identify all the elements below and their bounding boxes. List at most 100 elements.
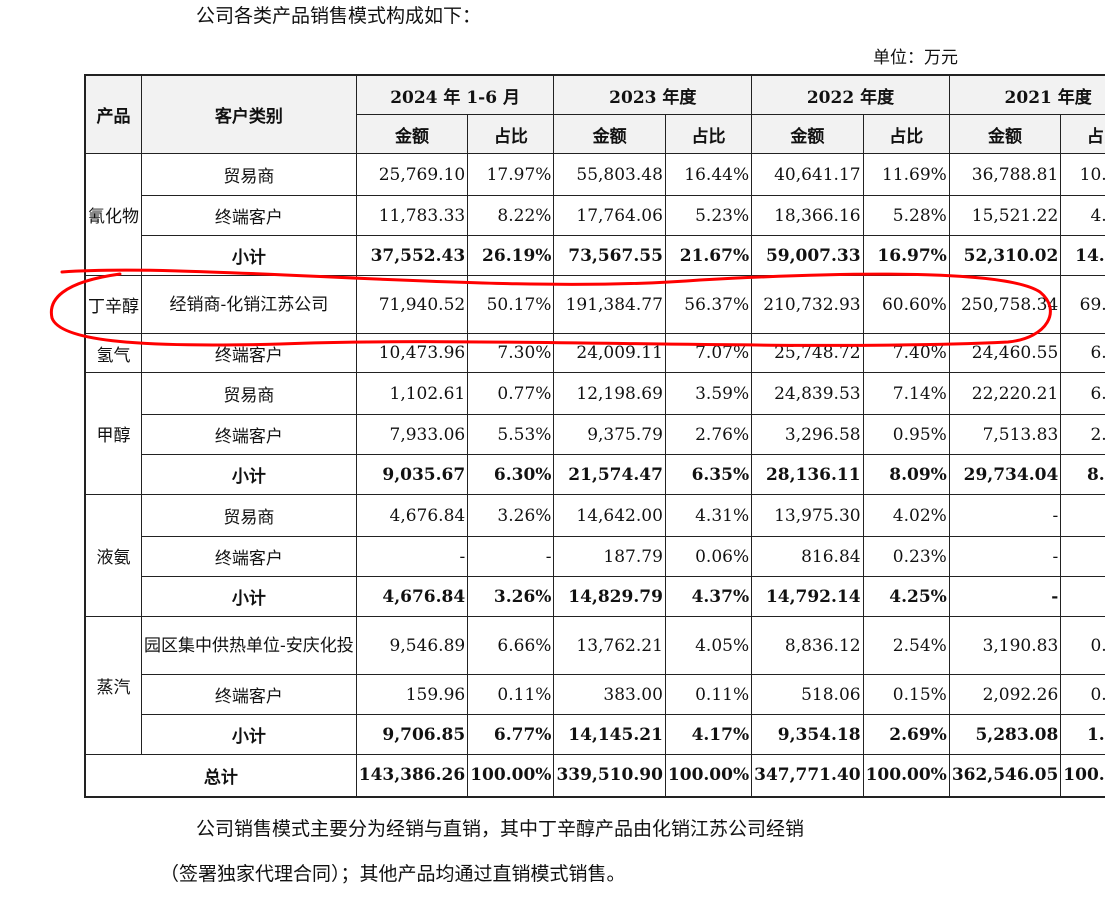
- ratio-cell: 0.06%: [664, 536, 753, 577]
- header-customer-type: 客户类别: [141, 74, 357, 154]
- ratio-cell: 3.26%: [467, 494, 555, 537]
- customer-type: 经销商-化销江苏公司: [141, 275, 357, 334]
- header-period: 2021 年度: [948, 74, 1105, 115]
- ratio-cell: 10.15%: [1060, 153, 1105, 196]
- ratio-cell: 2.69%: [862, 714, 950, 755]
- ratio-cell: 8.09%: [862, 454, 950, 495]
- customer-type: 终端客户: [141, 195, 357, 236]
- unit-label: 单位：万元: [873, 48, 958, 68]
- subtotal-label: 小计: [141, 454, 357, 495]
- amount-cell: 24,839.53: [751, 372, 864, 415]
- ratio-cell: 5.53%: [467, 414, 555, 455]
- ratio-cell: 6.66%: [467, 616, 555, 675]
- group-rows: 氰化物 贸易商 25,769.10 17.97% 55,803.48 16.44% 40,6…: [84, 153, 1105, 276]
- intro-text: 公司各类产品销售模式构成如下：: [196, 5, 482, 27]
- amount-cell: 22,220.21: [948, 372, 1062, 415]
- amount-cell: 71,940.52: [355, 275, 469, 334]
- table-row: 氢气 终端客户 10,473.96 7.30% 24,009.11 7.07% 25,748…: [84, 333, 1105, 373]
- amount-cell: 3,190.83: [948, 616, 1062, 675]
- ratio-cell: 4.37%: [664, 576, 753, 617]
- group-rows: 蒸汽 园区集中供热单位-安庆化投 9,546.89 6.66% 13,762.21 4.0…: [84, 616, 1105, 755]
- header-product: 产品: [84, 74, 142, 154]
- ratio-cell: 3.26%: [467, 576, 555, 617]
- header-ratio: 占比: [664, 114, 753, 154]
- customer-type: 终端客户: [141, 414, 357, 455]
- table-row: 终端客户 7,933.06 5.53% 9,375.79 2.76% 3,296.58 0.…: [85, 414, 1105, 455]
- customer-type: 终端客户: [141, 536, 357, 577]
- header-amount: 金额: [553, 114, 666, 154]
- amount-cell: 5,283.08: [948, 714, 1062, 755]
- table-row: 氰化物 贸易商 25,769.10 17.97% 55,803.48 16.44% 40,6…: [84, 153, 1105, 276]
- ratio-cell: 7.07%: [664, 333, 753, 373]
- amount-cell: 11,783.33: [355, 195, 469, 236]
- amount-cell: 14,792.14: [751, 576, 864, 617]
- amount-cell: 73,567.55: [553, 235, 666, 276]
- ratio-cell: 5.28%: [862, 195, 950, 236]
- amount-cell: 383.00: [553, 674, 666, 715]
- total-cell: 143,386.26: [355, 754, 469, 797]
- amount-cell: 18,366.16: [751, 195, 864, 236]
- amount-cell: 1,102.61: [355, 372, 469, 415]
- ratio-cell: 16.97%: [862, 235, 950, 276]
- ratio-cell: 14.43%: [1060, 235, 1105, 276]
- table-row: 液氨 贸易商 4,676.84 3.26% 14,642.00 4.31% 13,975.3…: [84, 494, 1105, 617]
- ratio-cell: 6.77%: [467, 714, 555, 755]
- amount-cell: 191,384.77: [553, 275, 666, 334]
- amount-cell: 25,769.10: [355, 153, 469, 196]
- amount-cell: -: [948, 536, 1062, 577]
- header-ratio: 占比: [1060, 114, 1105, 154]
- group-rows: 液氨 贸易商 4,676.84 3.26% 14,642.00 4.31% 13,975.3…: [84, 494, 1105, 617]
- header-ratio: 占比: [862, 114, 950, 154]
- total-cell: 100.00%: [862, 754, 950, 797]
- customer-type: 园区集中供热单位-安庆化投: [141, 616, 357, 675]
- ratio-cell: 5.23%: [664, 195, 753, 236]
- product-name: 丁辛醇: [84, 275, 142, 334]
- ratio-cell: 0.11%: [664, 674, 753, 715]
- subtotal-label: 小计: [141, 235, 357, 276]
- ratio-cell: 17.97%: [467, 153, 555, 196]
- product-name: 液氨: [84, 494, 142, 617]
- amount-cell: 14,145.21: [553, 714, 666, 755]
- ratio-cell: 6.13%: [1060, 372, 1105, 415]
- group-rows: 氢气 终端客户 10,473.96 7.30% 24,009.11 7.07% 25,748…: [84, 333, 1105, 373]
- ratio-cell: 0.88%: [1060, 616, 1105, 675]
- amount-cell: 21,574.47: [553, 454, 666, 495]
- header-ratio: 占比: [467, 114, 555, 154]
- amount-cell: 25,748.72: [751, 333, 864, 373]
- header-period: 2023 年度: [553, 74, 753, 115]
- total-cell: 347,771.40: [751, 754, 864, 797]
- table-row: 甲醇 贸易商 1,102.61 0.77% 12,198.69 3.59% 24,839.5…: [84, 372, 1105, 495]
- table-row: 小计 37,552.43 26.19% 73,567.55 21.67% 59,007.3…: [85, 235, 1105, 276]
- amount-cell: 4,676.84: [355, 494, 469, 537]
- product-name: 甲醇: [84, 372, 142, 495]
- customer-type: 贸易商: [141, 372, 357, 415]
- amount-cell: 15,521.22: [948, 195, 1062, 236]
- amount-cell: 9,354.18: [751, 714, 864, 755]
- ratio-cell: 0.11%: [467, 674, 555, 715]
- ratio-cell: 7.30%: [467, 333, 555, 373]
- amount-cell: 9,375.79: [553, 414, 666, 455]
- amount-cell: 9,706.85: [355, 714, 469, 755]
- ratio-cell: 2.07%: [1060, 414, 1105, 455]
- paragraph-exclusive-agency: （签署独家代理合同）；其他产品均通过直销模式销售。: [160, 863, 626, 885]
- ratio-cell: -: [1060, 536, 1105, 577]
- amount-cell: 29,734.04: [948, 454, 1062, 495]
- ratio-cell: 60.60%: [862, 275, 950, 334]
- ratio-cell: 0.77%: [467, 372, 555, 415]
- ratio-cell: 4.17%: [664, 714, 753, 755]
- ratio-cell: 4.25%: [862, 576, 950, 617]
- sales-mode-table: 产品 客户类别 2024 年 1-6 月 2023 年度 2022 年度 202…: [84, 74, 1105, 798]
- table-row: 小计 9,035.67 6.30% 21,574.47 6.35% 28,136.11 8.…: [85, 454, 1105, 495]
- amount-cell: -: [948, 494, 1062, 537]
- amount-cell: 13,975.30: [751, 494, 864, 537]
- amount-cell: 14,642.00: [553, 494, 666, 537]
- amount-cell: 159.96: [355, 674, 469, 715]
- amount-cell: 7,513.83: [948, 414, 1062, 455]
- ratio-cell: 0.95%: [862, 414, 950, 455]
- amount-cell: 37,552.43: [355, 235, 469, 276]
- ratio-cell: 4.05%: [664, 616, 753, 675]
- group-rows: 甲醇 贸易商 1,102.61 0.77% 12,198.69 3.59% 24,839.5…: [84, 372, 1105, 495]
- customer-type: 终端客户: [141, 333, 357, 373]
- ratio-cell: -: [1060, 576, 1105, 617]
- table-row: 终端客户--187.790.06%816.840.23%--: [85, 536, 1105, 577]
